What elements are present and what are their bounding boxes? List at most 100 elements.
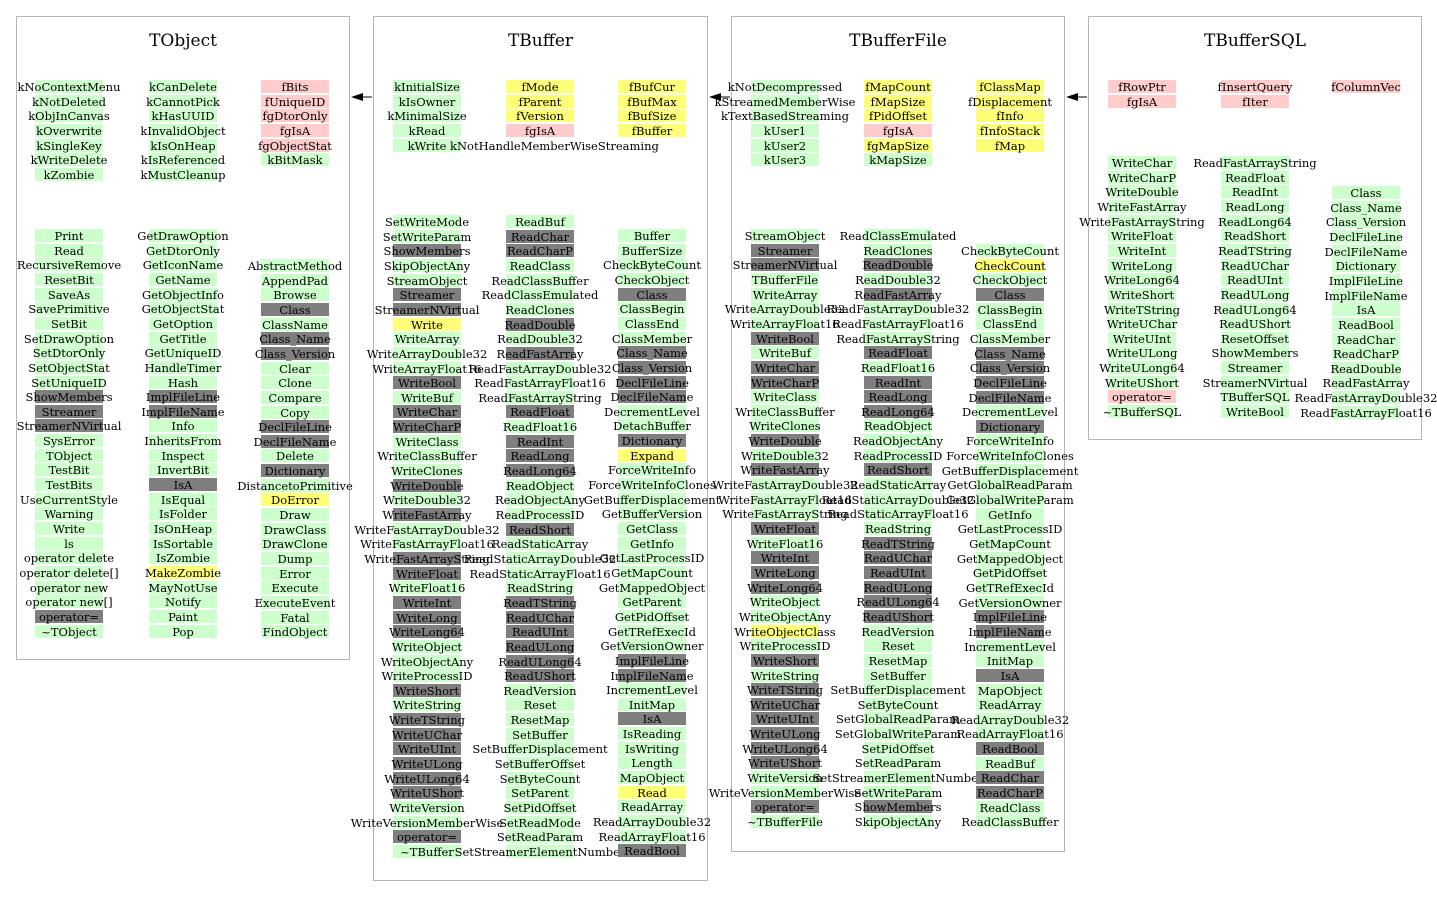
member-name: ReadStaticArrayFloat16: [469, 566, 611, 581]
method-label: Draw: [205, 508, 385, 522]
member-highlight: [1332, 347, 1400, 361]
member-highlight: [618, 478, 686, 492]
member-label: kOverwrite: [0, 123, 159, 138]
member-name: WriteClones: [749, 419, 821, 434]
method-label: GetTRefExecId: [920, 580, 1100, 595]
member-name: ReadBool: [1338, 317, 1394, 332]
method-label: WriteObjectAny: [337, 654, 517, 669]
member-name: ReadInt: [516, 434, 564, 449]
member-name: WriteChar: [396, 405, 458, 420]
member-highlight: [393, 288, 461, 302]
member-name: WriteArray: [394, 332, 460, 347]
method-label: ReadFloat: [1165, 170, 1345, 185]
member-name: operator new[]: [25, 595, 113, 610]
method-label: FindObject: [205, 625, 385, 639]
member-name: WriteUChar: [391, 727, 463, 742]
member-name: operator delete[]: [19, 565, 119, 580]
member-name: GetVersionOwner: [958, 595, 1062, 610]
method-label: Paint: [93, 609, 273, 624]
member-highlight: [35, 272, 103, 286]
member-highlight: [1108, 199, 1176, 213]
member-name: fClassMap: [979, 80, 1041, 94]
method-label: Class: [1276, 186, 1437, 200]
member-highlight: [976, 317, 1044, 331]
method-label: ClassEnd: [920, 317, 1100, 331]
member-highlight: [1221, 375, 1289, 389]
member-name: SetStreamerElementNumber: [454, 844, 626, 859]
member-name: kUser1: [763, 123, 807, 138]
member-label: fgIsA: [450, 123, 630, 138]
member-name: Paint: [168, 609, 198, 624]
member-highlight: [1332, 317, 1400, 331]
member-name: ReadULong64: [498, 654, 582, 669]
member-name: MapObject: [977, 683, 1043, 698]
member-label: kNotDeleted: [0, 94, 159, 109]
method-label: GetObjectInfo: [93, 287, 273, 302]
member-name: ReadVersion: [861, 624, 935, 639]
method-label: ReadULong64: [808, 595, 988, 609]
member-name: Delete: [276, 449, 314, 464]
member-highlight: [976, 800, 1044, 814]
member-name: ReadBool: [624, 844, 680, 859]
method-label: ReadULong: [1165, 287, 1345, 302]
member-highlight: [261, 478, 329, 492]
member-label: fBufCur: [562, 80, 742, 94]
member-name: SkipObjectAny: [854, 815, 942, 829]
member-highlight: [506, 478, 574, 492]
method-label: WriteUChar: [1052, 317, 1232, 331]
method-label: ReadFastArrayDouble32: [808, 302, 988, 316]
member-highlight: [751, 346, 819, 360]
member-highlight: [506, 288, 574, 302]
member-highlight: [506, 302, 574, 316]
method-label: GetLastProcessID: [562, 551, 742, 565]
member-name: IsOnHeap: [153, 522, 213, 536]
member-highlight: [1221, 94, 1289, 108]
method-label: SetPidOffset: [808, 741, 988, 756]
member-highlight: [751, 624, 819, 638]
member-highlight: [35, 551, 103, 565]
member-name: SetByteCount: [499, 771, 581, 786]
member-highlight: [618, 785, 686, 799]
member-highlight: [261, 153, 329, 167]
member-highlight: [751, 80, 819, 93]
member-highlight: [976, 449, 1044, 463]
member-highlight: [618, 653, 686, 667]
member-highlight: [149, 138, 217, 152]
method-label: WriteFastArrayDouble32: [695, 478, 875, 492]
method-label: ReadUInt: [450, 625, 630, 639]
method-label: MayNotUse: [93, 580, 273, 595]
method-label: StreamObject: [695, 229, 875, 243]
member-name: WriteCharP: [750, 375, 820, 390]
method-label: ReadBool: [562, 844, 742, 858]
member-highlight: [261, 537, 329, 551]
method-label: WriteVersionMemberWise: [695, 785, 875, 800]
method-label: TestBit: [0, 463, 159, 477]
method-label: WriteFloat: [1052, 229, 1232, 243]
member-highlight: [393, 757, 461, 771]
member-highlight: [751, 316, 819, 330]
inheritance-arrow: [709, 93, 730, 101]
member-name: Class_Name: [974, 346, 1046, 361]
member-highlight: [976, 624, 1044, 638]
method-label: ReadString: [808, 522, 988, 536]
member-name: SetObjectStat: [28, 360, 110, 375]
method-label: WriteUShort: [1052, 375, 1232, 390]
member-name: ~TObject: [41, 624, 97, 639]
member-highlight: [149, 302, 217, 316]
method-label: Class: [562, 287, 742, 302]
member-name: fUniqueID: [264, 94, 326, 109]
method-label: ReadShort: [808, 463, 988, 477]
method-label: WriteLong: [1052, 258, 1232, 273]
method-label: ReadLong64: [450, 464, 630, 478]
method-label: DeclFileLine: [1276, 229, 1437, 244]
method-label: WriteTString: [1052, 302, 1232, 317]
member-highlight: [976, 493, 1044, 507]
method-label: ReadFastArrayDouble32: [450, 361, 630, 376]
member-name: InitMap: [628, 697, 676, 712]
method-label: ForceWriteInfoClones: [920, 449, 1100, 463]
method-label: DrawClass: [205, 522, 385, 537]
method-label: IsOnHeap: [93, 522, 273, 536]
member-highlight: [751, 609, 819, 623]
member-name: WriteArrayFloat16: [730, 316, 840, 331]
method-label: IncrementLevel: [920, 639, 1100, 654]
